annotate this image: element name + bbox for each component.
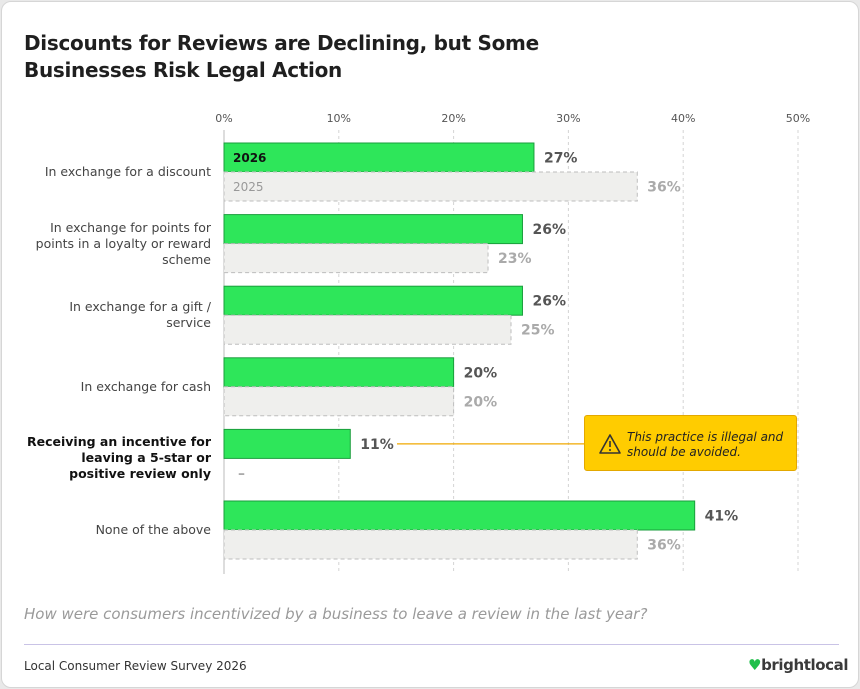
series-label: 2025	[233, 180, 264, 194]
bar	[223, 314, 512, 345]
annotation-box: This practice is illegal and should be a…	[584, 415, 797, 471]
annotation-text: This practice is illegal and should be a…	[627, 430, 784, 459]
value-label: 20%	[464, 365, 498, 381]
bar	[223, 142, 535, 173]
value-label: 26%	[532, 222, 566, 238]
bar	[223, 529, 638, 560]
value-label: 27%	[544, 151, 578, 167]
subtitle: How were consumers incentivized by a bus…	[24, 605, 648, 623]
x-tick-label: 10%	[327, 112, 351, 125]
bar	[223, 500, 696, 531]
value-label: 20%	[464, 394, 498, 410]
bar	[223, 243, 489, 274]
bar	[223, 386, 455, 417]
bar	[223, 428, 351, 459]
brand-name: brightlocal	[761, 656, 849, 674]
bar	[223, 357, 455, 388]
x-tick-label: 50%	[786, 112, 810, 125]
bar	[223, 214, 523, 245]
category-label: In exchange for a discount	[44, 164, 211, 179]
value-label: 36%	[647, 180, 681, 196]
bar	[223, 285, 523, 316]
value-label: 23%	[498, 251, 532, 267]
value-label: 26%	[532, 294, 566, 310]
source: Local Consumer Review Survey 2026	[24, 659, 247, 673]
category-label: Receiving an incentive for leaving a 5-s…	[27, 434, 211, 482]
series-label: 2026	[233, 151, 266, 165]
chart-title: Discounts for Reviews are Declining, but…	[24, 31, 539, 82]
warning-icon	[599, 434, 621, 454]
x-tick-label: 0%	[215, 112, 232, 125]
value-label: 11%	[360, 437, 394, 453]
category-label: None of the above	[95, 522, 211, 537]
value-label: 41%	[705, 509, 739, 525]
divider	[24, 644, 839, 645]
category-label: In exchange for cash	[80, 378, 211, 394]
brand: ♥brightlocal	[748, 656, 849, 674]
category-label: In exchange for a gift / service	[69, 299, 211, 331]
x-tick-label: 20%	[441, 112, 465, 125]
x-tick-label: 40%	[671, 112, 695, 125]
value-label: 36%	[647, 538, 681, 554]
value-label: –	[238, 466, 245, 482]
value-label: 25%	[521, 323, 555, 339]
bar	[223, 171, 638, 202]
x-tick-label: 30%	[556, 112, 580, 125]
chart: 0% 10% 20% 30% 40% 50%27%202636%202526%23%26%…	[215, 112, 810, 574]
category-label: In exchange for points for points in a l…	[35, 219, 211, 267]
